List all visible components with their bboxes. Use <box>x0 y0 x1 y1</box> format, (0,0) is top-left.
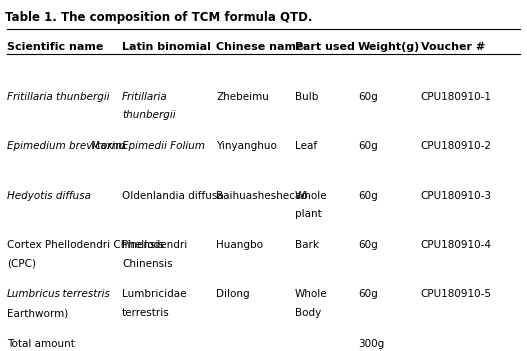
Text: CPU180910-2: CPU180910-2 <box>421 141 492 151</box>
Text: Weight(g): Weight(g) <box>358 42 420 52</box>
Text: Leaf: Leaf <box>295 141 317 151</box>
Text: Yinyanghuo: Yinyanghuo <box>216 141 277 151</box>
Text: Lumbricus: Lumbricus <box>7 290 61 299</box>
Text: Phellodendri: Phellodendri <box>122 240 187 250</box>
Text: Whole: Whole <box>295 191 328 201</box>
Text: 60g: 60g <box>358 191 378 201</box>
Text: Chinensis: Chinensis <box>122 259 172 269</box>
Text: CPU180910-4: CPU180910-4 <box>421 240 492 250</box>
Text: (CPC): (CPC) <box>7 259 36 269</box>
Text: 60g: 60g <box>358 290 378 299</box>
Text: Whole: Whole <box>295 290 328 299</box>
Text: Total amount: Total amount <box>7 339 74 349</box>
Text: Voucher #: Voucher # <box>421 42 485 52</box>
Text: thunbergii: thunbergii <box>122 111 175 120</box>
Text: CPU180910-5: CPU180910-5 <box>421 290 492 299</box>
Text: Fritillaria thunbergii: Fritillaria thunbergii <box>7 92 109 102</box>
Text: Part used: Part used <box>295 42 355 52</box>
Text: Epimedium brevicornu: Epimedium brevicornu <box>7 141 124 151</box>
Text: Zhebeimu: Zhebeimu <box>216 92 269 102</box>
Text: plant: plant <box>295 209 321 219</box>
Text: Huangbo: Huangbo <box>216 240 264 250</box>
Text: 300g: 300g <box>358 339 384 349</box>
Text: 60g: 60g <box>358 92 378 102</box>
Text: Latin binomial: Latin binomial <box>122 42 211 52</box>
Text: Bulb: Bulb <box>295 92 318 102</box>
Text: Earthworm): Earthworm) <box>7 308 68 318</box>
Text: CPU180910-3: CPU180910-3 <box>421 191 492 201</box>
Text: 60g: 60g <box>358 240 378 250</box>
Text: Lumbricidae: Lumbricidae <box>122 290 187 299</box>
Text: Epimedii Folium: Epimedii Folium <box>122 141 205 151</box>
Text: 60g: 60g <box>358 141 378 151</box>
Text: Scientific name: Scientific name <box>7 42 103 52</box>
Text: Dilong: Dilong <box>216 290 250 299</box>
Text: Hedyotis diffusa: Hedyotis diffusa <box>7 191 91 201</box>
Text: CPU180910-1: CPU180910-1 <box>421 92 492 102</box>
Text: Oldenlandia diffusa: Oldenlandia diffusa <box>122 191 223 201</box>
Text: Table 1. The composition of TCM formula QTD.: Table 1. The composition of TCM formula … <box>5 11 313 24</box>
Text: Maxim: Maxim <box>88 141 125 151</box>
Text: Baihuasheshecao: Baihuasheshecao <box>216 191 308 201</box>
Text: Body: Body <box>295 308 321 318</box>
Text: Bark: Bark <box>295 240 319 250</box>
Text: terrestris: terrestris <box>122 308 170 318</box>
Text: Fritillaria: Fritillaria <box>122 92 168 102</box>
Text: terrestris: terrestris <box>56 290 110 299</box>
Text: Chinese name: Chinese name <box>216 42 304 52</box>
Text: Cortex Phellodendri Chinensis: Cortex Phellodendri Chinensis <box>7 240 163 250</box>
